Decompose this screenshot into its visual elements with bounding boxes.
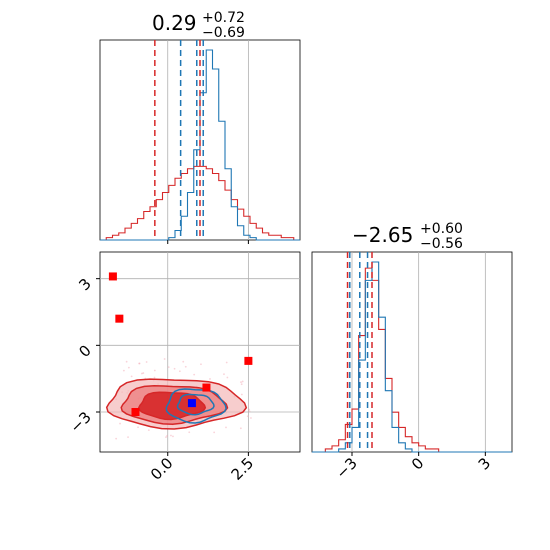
- scatter-sample-point: [239, 427, 242, 430]
- scatter-sample-point: [153, 369, 156, 372]
- param2-hist-series-a: [312, 267, 512, 453]
- title-param1-plus: +0.72: [202, 10, 245, 26]
- scatter-sample-point: [166, 434, 169, 437]
- bottom-right-hist-frame: [311, 251, 513, 453]
- scatter-sample-point: [182, 360, 185, 363]
- scatter-sample-point: [153, 376, 156, 379]
- scatter-y-tick-label-0: −3: [66, 408, 94, 436]
- scatter-sample-point: [173, 367, 176, 370]
- title-param2-plus: +0.60: [420, 221, 463, 237]
- contour-series-b-inner: [176, 393, 215, 416]
- scatter-sample-point: [188, 431, 191, 434]
- scatter-sample-point: [119, 422, 121, 425]
- red-marker-4: [244, 356, 253, 365]
- scatter-sample-point: [213, 431, 216, 434]
- scatter-sample-point: [137, 426, 139, 429]
- scatter-sample-point: [240, 381, 242, 384]
- scatter-sample-point: [240, 383, 243, 386]
- red-marker-0: [108, 272, 117, 281]
- red-marker-2: [131, 408, 140, 416]
- title-param1-minus: −0.69: [202, 25, 245, 41]
- scatter-sample-point: [250, 417, 252, 419]
- param1-hist-series-b: [100, 49, 300, 241]
- scatter-sample-point: [122, 369, 125, 372]
- scatter-sample-point: [130, 375, 133, 378]
- scatter-sample-point: [226, 376, 229, 379]
- blue-marker-0: [187, 399, 196, 408]
- scatter-sample-point: [142, 372, 145, 374]
- scatter-sample-point: [225, 426, 227, 429]
- scatter-sample-point: [127, 366, 130, 369]
- red-marker-1: [115, 314, 124, 323]
- scatter-sample-point: [127, 436, 129, 439]
- contour-series-a-inner: [137, 391, 207, 421]
- scatter-sample-point: [138, 362, 141, 365]
- scatter-sample-point: [147, 429, 150, 432]
- scatter-y-tick-label-2: 3: [75, 275, 94, 294]
- scatter-sample-point: [223, 373, 225, 376]
- scatter-sample-point: [184, 365, 187, 368]
- scatter-y-tick-label-1: 0: [75, 341, 94, 360]
- title-param1-median: 0.29: [152, 11, 197, 35]
- scatter-sample-point: [141, 372, 143, 375]
- param2-tick-label-1: 0: [408, 454, 427, 473]
- param1-tick-label-1: 2.5: [228, 454, 258, 484]
- scatter-sample-point: [246, 415, 249, 418]
- scatter-sample-point: [248, 408, 251, 411]
- title-param2: −2.65 +0.60 −0.56: [352, 221, 463, 252]
- scatter-sample-point: [200, 363, 202, 366]
- scatter-sample-point: [163, 358, 166, 360]
- scatter-sample-point: [193, 373, 196, 376]
- param2-tick-label-2: 3: [475, 454, 494, 473]
- scatter-sample-point: [145, 361, 148, 363]
- scatter-sample-point: [170, 434, 172, 437]
- param1-tick-label-0: 0.0: [147, 454, 177, 484]
- title-param2-median: −2.65: [352, 223, 413, 247]
- scatter-sample-point: [178, 370, 181, 373]
- scatter-sample-point: [240, 393, 243, 396]
- scatter-sample-point: [165, 436, 167, 439]
- scatter-sample-point: [125, 360, 128, 363]
- scatter-sample-point: [209, 378, 211, 380]
- bottom-left-scatter-frame: [99, 251, 301, 453]
- scatter-sample-point: [241, 380, 244, 383]
- param2-hist-series-b: [312, 261, 512, 453]
- scatter-sample-point: [225, 361, 228, 364]
- scatter-sample-point: [167, 366, 170, 369]
- title-param1: 0.29 +0.72 −0.69: [152, 10, 245, 41]
- scatter-sample-point: [115, 437, 118, 440]
- title-param2-minus: −0.56: [420, 236, 463, 252]
- scatter-sample-point: [248, 410, 251, 413]
- red-marker-3: [202, 383, 211, 392]
- param2-tick-label-0: −3: [332, 454, 360, 482]
- scatter-sample-point: [172, 435, 174, 438]
